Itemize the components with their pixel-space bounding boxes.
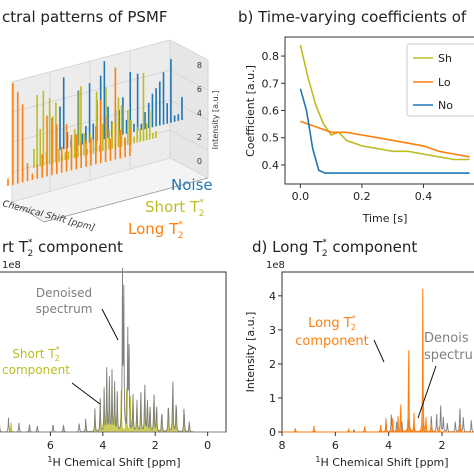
panel-b-title: b) Time-varying coefficients of [238,8,467,26]
legend-noise-label: Noise [171,176,213,194]
panel-d-x-tick-label: 8 [279,439,286,452]
panel-b-legend: Sh Lo No [406,43,474,117]
panel-d-y-tick-label: 4 [269,290,276,303]
panel-d: d) Long T* 2 component 1e8 0 1 2 3 4 8 6 4 2 Int… [244,238,474,469]
panel-b-x-tick-label: 0.4 [415,190,433,203]
legend-short-label: Short T* 2 [145,198,204,219]
series-line-short [299,45,470,161]
panel-a-title: ctral patterns of PSMF [2,8,167,26]
panel-d-y-tick-label: 3 [269,324,276,337]
panel-d-y-label: Intensity [a.u.] [244,312,257,393]
panel-d-x-tick-label: 4 [385,439,392,452]
denoised-spectrum-d [282,405,474,433]
annotation-short-component: Short T* 2 component [2,345,70,377]
panel-b-y-label: Coefficient [a.u.] [244,65,257,157]
panel-c-peaks [0,267,226,433]
panel-d-x-label: 1H Chemical Shift [ppm] [315,455,448,469]
panel-c-title: rt T* 2 component [2,238,123,259]
panel-d-y-tick-label: 0 [269,426,276,439]
legend-long-label: Long T* 2 [128,220,183,241]
panel-d-y-ticks: 0 1 2 3 4 [269,290,282,439]
panel-c-x-ticks: 6 4 2 0 [47,432,211,452]
panel-a-z-tick: 6 [197,85,202,94]
annotation-arrow-short [71,382,101,405]
panel-b-x-ticks: 0.0 0.2 0.4 [292,184,433,203]
panel-b: b) Time-varying coefficients of 0.40.50.… [238,8,474,225]
panel-c-x-tick-label: 2 [152,439,159,452]
panel-b-x-label: Time [s] [362,212,408,225]
panel-a: ctral patterns of PSMF 0 2 4 6 8 Intensity [… [1,8,220,241]
annotation-arrow-denoised-d [417,365,437,419]
panel-d-peaks [282,288,474,433]
panel-b-y-tick-label: 0.6 [262,105,280,118]
legend-entry-short: Sh [438,52,452,65]
panel-d-x-tick-label: 2 [439,439,446,452]
panel-b-y-tick-label: 0.5 [262,132,280,145]
denoised-spectrum-c [0,267,226,433]
panel-a-z-tick: 2 [197,133,202,142]
panel-a-bars [7,59,183,186]
series-line-noise [299,88,470,174]
panel-c-x-tick-label: 4 [99,439,106,452]
panel-a-z-tick: 0 [197,157,202,166]
panel-c-scale-label: 1e8 [2,260,21,271]
panel-d-x-tick-label: 6 [332,439,339,452]
panel-b-y-tick-label: 0.8 [262,50,280,63]
panel-d-title: d) Long T* 2 component [252,238,417,259]
panel-c: rt T* 2 component 1e8 6 4 2 0 1H Chemical Sh… [0,238,227,469]
legend-entry-long: Lo [438,76,451,89]
panel-d-y-tick-label: 2 [269,358,276,371]
annotation-denoised-spectrum-d: Denois spectru [424,331,473,363]
panel-a-z-tick: 4 [197,109,202,118]
panel-b-y-tick-label: 0.7 [262,77,280,90]
legend-entry-noise: No [438,99,453,112]
panel-b-y-tick-label: 0.4 [262,159,280,172]
panel-b-x-tick-label: 0.2 [353,190,371,203]
panel-d-scale-label: 1e8 [266,260,285,271]
panel-c-x-label: 1H Chemical Shift [ppm] [47,455,180,469]
panel-b-x-tick-label: 0.0 [292,190,310,203]
panel-c-x-tick-label: 0 [204,439,211,452]
panel-d-y-tick-label: 1 [269,392,276,405]
panel-b-series [299,45,470,174]
annotation-denoised-spectrum: Denoised spectrum [36,286,93,316]
panel-a-z-label: Intensity [a.u.] [211,91,220,150]
panel-a-3d-frame [11,39,209,223]
panel-d-x-ticks: 8 6 4 2 [279,432,446,452]
panel-a-z-tick: 8 [197,61,202,70]
annotation-arrow-long [373,339,385,363]
panel-c-x-tick-label: 6 [47,439,54,452]
annotation-long-component: Long T* 2 component [295,314,369,349]
panel-a-z-ticks: 0 2 4 6 8 [197,61,202,166]
annotation-arrow-denoised [101,308,119,341]
legend-box [406,43,474,117]
series-line-long [300,120,470,158]
panel-b-y-ticks: 0.4 0.5 0.6 0.7 0.8 [262,50,285,172]
long-component-spectrum [282,288,474,433]
